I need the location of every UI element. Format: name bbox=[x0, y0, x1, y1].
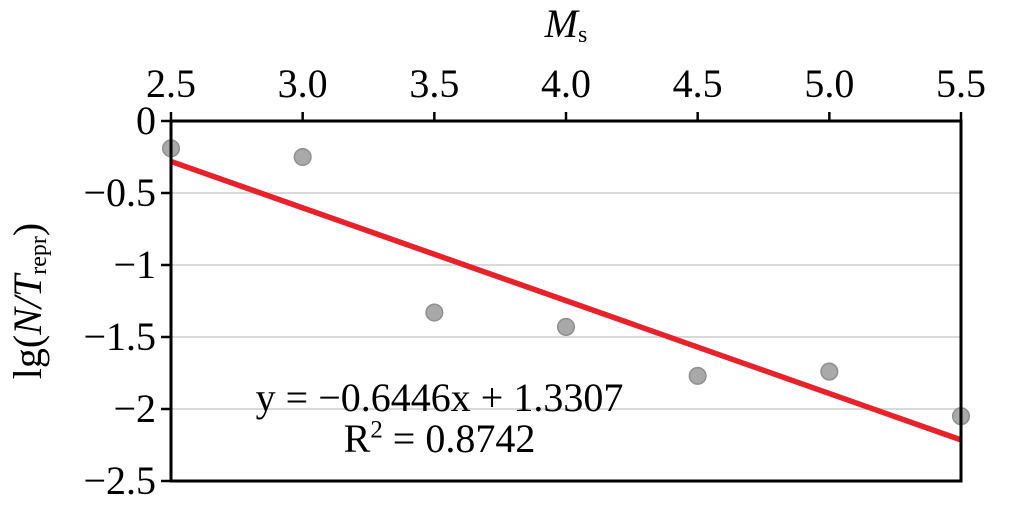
data-point bbox=[556, 317, 576, 336]
x-axis-title-subscript: s bbox=[577, 22, 588, 49]
data-point bbox=[293, 147, 312, 167]
data-point bbox=[425, 303, 444, 322]
x-axis-title: Ms bbox=[171, 1, 961, 53]
y-axis-title: lg(N/Trepr) bbox=[5, 222, 56, 380]
y-axis-title-variables: N/T bbox=[5, 274, 50, 335]
data-point bbox=[820, 362, 839, 381]
r-squared-symbol: R bbox=[343, 416, 371, 461]
data-point bbox=[688, 366, 707, 385]
y-axis-title-suffix: ) bbox=[5, 222, 50, 237]
trend-line bbox=[170, 158, 962, 443]
r-squared-line: R2 = 0.8742 bbox=[217, 418, 662, 459]
trendline-equation: y = −0.6446x + 1.3307 bbox=[255, 375, 624, 420]
r-squared-exponent: 2 bbox=[370, 416, 383, 444]
y-axis-title-subscript: repr bbox=[26, 236, 53, 275]
trendline-annotation: y = −0.6446x + 1.3307 R2 = 0.8742 bbox=[217, 377, 662, 459]
y-axis-title-prefix: lg( bbox=[5, 334, 50, 380]
r-squared-value: = 0.8742 bbox=[382, 416, 536, 461]
axis-frame bbox=[169, 119, 963, 483]
x-axis-title-main: M bbox=[544, 1, 578, 46]
